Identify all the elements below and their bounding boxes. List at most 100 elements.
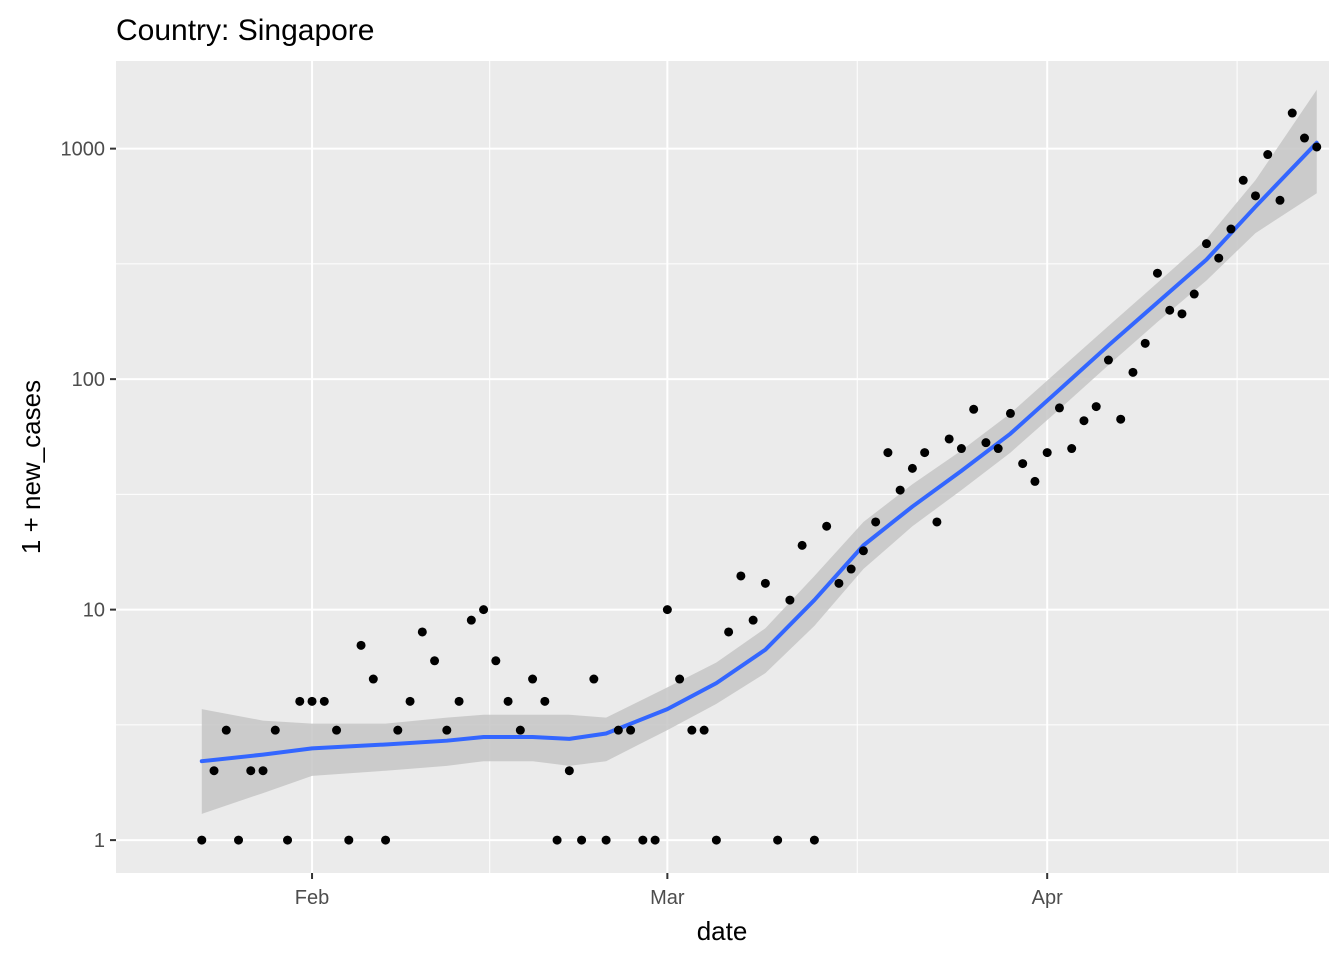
data-point [332,725,342,735]
data-point [969,404,979,414]
x-axis-ticks: Feb Mar Apr [295,873,1063,909]
data-point [356,640,366,650]
data-point [577,835,587,845]
smooth-line-layer [199,140,1319,764]
y-tick-label: 1 [94,830,105,852]
data-point [564,766,574,776]
data-point [1140,338,1150,348]
data-point [515,725,525,735]
data-point [589,674,599,684]
data-point [675,674,685,684]
data-point [711,835,721,845]
data-point [809,835,819,845]
data-point [699,725,709,735]
data-point [687,725,697,735]
data-point [1201,239,1211,249]
data-point [405,696,415,706]
data-point [1287,108,1297,118]
data-point [626,725,636,735]
data-point [503,696,513,706]
x-tick-label: Feb [295,887,329,909]
y-tick-label: 10 [83,600,105,622]
data-point [1116,414,1126,424]
data-point [785,595,795,605]
data-point [528,674,538,684]
data-point [393,725,403,735]
data-point [797,540,807,550]
data-point [197,835,207,845]
data-point [1018,459,1028,469]
data-point [1299,133,1309,143]
data-point [319,696,329,706]
data-point [234,835,244,845]
data-point [1103,355,1113,365]
data-point [1177,309,1187,319]
data-point [993,444,1003,454]
data-point [246,766,256,776]
data-point [944,434,954,444]
data-point [736,571,746,581]
data-point [760,578,770,588]
chart-title: Country: Singapore [116,14,375,47]
data-point [381,835,391,845]
data-point [871,517,881,527]
data-point [932,517,942,527]
data-point [1250,191,1260,201]
confidence-band [201,89,1317,814]
data-point [1054,403,1064,413]
x-axis-title: date [697,916,748,946]
data-point [834,578,844,588]
data-point [1312,142,1322,152]
data-point [1226,224,1236,234]
data-point [650,835,660,845]
data-point [822,521,832,531]
data-point [491,656,501,666]
data-point [1042,448,1052,458]
x-tick-label: Apr [1032,887,1063,909]
data-point [368,674,378,684]
data-point [552,835,562,845]
data-point [981,438,991,448]
data-point [907,463,917,473]
data-point [1067,444,1077,454]
data-point [773,835,783,845]
data-point [1030,476,1040,486]
data-point [1128,367,1138,377]
x-tick-label: Mar [650,887,685,909]
data-point [956,444,966,454]
data-point [283,835,293,845]
data-point [442,725,452,735]
data-point [895,485,905,495]
y-tick-label: 1000 [61,139,106,161]
data-point [295,696,305,706]
data-point [1152,268,1162,278]
y-tick-label: 100 [72,369,105,391]
smooth-trend-line [199,140,1319,764]
data-point [1165,305,1175,315]
data-point [1189,289,1199,299]
data-point [1275,195,1285,205]
y-axis-ticks: 1 10 100 1000 [61,139,116,852]
data-point [724,627,734,637]
data-point [454,696,464,706]
data-point [540,696,550,706]
data-point [307,696,317,706]
data-point [221,725,231,735]
y-axis-title: 1 + new_cases [16,380,46,554]
data-point [430,656,440,666]
data-point [466,615,476,625]
data-point [601,835,611,845]
data-point [1091,402,1101,412]
data-point [748,615,758,625]
data-point [1238,175,1248,185]
data-point [662,605,672,615]
data-point [417,627,427,637]
data-point [1214,253,1224,263]
data-point [209,766,219,776]
data-point [613,725,623,735]
data-point [479,605,489,615]
data-point [258,766,268,776]
data-point [1079,416,1089,426]
